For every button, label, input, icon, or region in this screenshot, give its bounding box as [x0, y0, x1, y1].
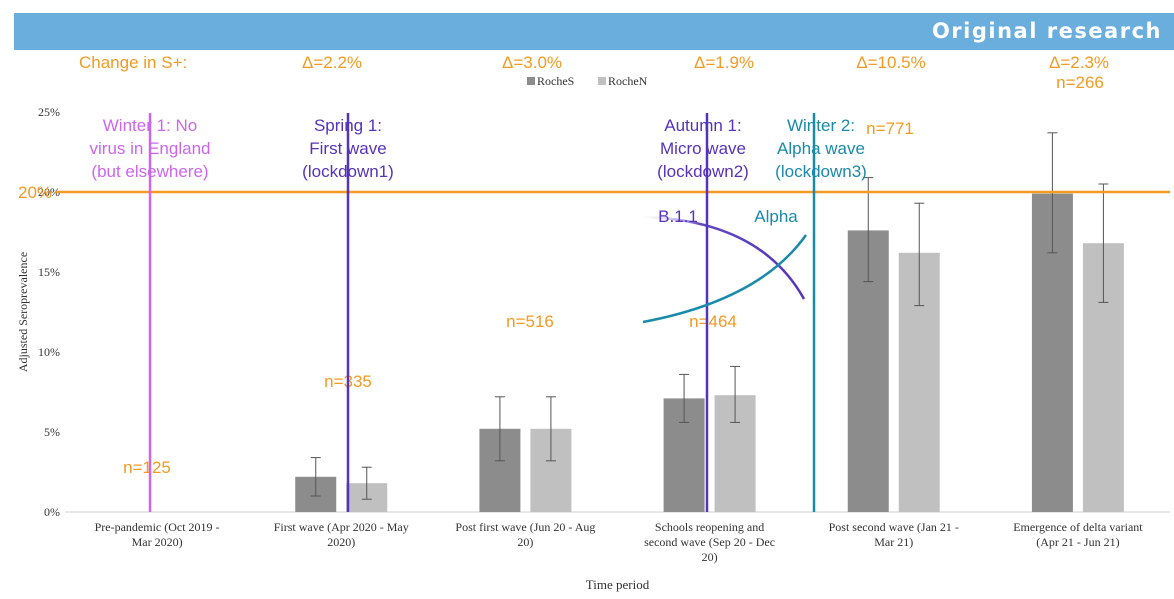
variant-curve-b11 — [642, 215, 806, 300]
legend-swatch-rochen — [598, 77, 606, 85]
period-annotation-text: Winter 1: No — [103, 116, 197, 135]
x-tick-label: Mar 21) — [874, 535, 913, 549]
sample-size-label: n=771 — [866, 119, 914, 138]
reference-line-label: 20% — [18, 183, 52, 202]
period-annotation-text: First wave — [309, 139, 386, 158]
x-tick-label: (Apr 21 - Jun 21) — [1036, 535, 1119, 549]
x-tick-label: Emergence of delta variant — [1013, 520, 1143, 534]
x-tick-label: Mar 2020) — [132, 535, 183, 549]
period-annotation-text: Spring 1: — [314, 116, 382, 135]
y-tick-label: 15% — [38, 265, 60, 279]
x-tick-label: First wave (Apr 2020 - May — [274, 520, 409, 534]
delta-label: Δ=1.9% — [694, 53, 754, 72]
period-annotation-text: Autumn 1: — [664, 116, 742, 135]
delta-label: Δ=3.0% — [502, 53, 562, 72]
sample-size-label: n=464 — [689, 312, 737, 331]
period-annotation-text: Micro wave — [660, 139, 746, 158]
period-annotation-text: (but elsewhere) — [91, 162, 208, 181]
x-tick-label: Post first wave (Jun 20 - Aug — [455, 520, 595, 534]
sample-size-label: n=125 — [123, 458, 171, 477]
period-annotation-text: Winter 2: — [787, 116, 855, 135]
period-annotation-text: (lockdown2) — [657, 162, 749, 181]
period-annotation-text: Alpha wave — [777, 139, 865, 158]
x-tick-label: 2020) — [327, 535, 355, 549]
delta-label: Δ=2.3% — [1049, 53, 1109, 72]
delta-label: Δ=10.5% — [856, 53, 926, 72]
x-tick-label: Pre-pandemic (Oct 2019 - — [95, 520, 220, 534]
period-annotation-text: virus in England — [90, 139, 211, 158]
y-tick-label: 5% — [44, 425, 60, 439]
legend-label-rochen: RocheN — [608, 74, 648, 88]
x-tick-label: second wave (Sep 20 - Dec — [644, 535, 775, 549]
x-tick-label: 20) — [702, 550, 718, 564]
y-tick-label: 20% — [38, 185, 60, 199]
delta-label: Δ=2.2% — [302, 53, 362, 72]
legend-label-roches: RocheS — [537, 74, 574, 88]
change-label: Change in S+: — [79, 53, 187, 72]
variant-curve-alpha — [642, 234, 808, 324]
sample-size-label: n=266 — [1056, 73, 1104, 92]
y-tick-label: 10% — [38, 345, 60, 359]
y-axis-title: Adjusted Seroprevalence — [16, 252, 30, 372]
period-annotation-text: (lockdown1) — [302, 162, 394, 181]
x-tick-label: Schools reopening and — [655, 520, 764, 534]
x-tick-label: Post second wave (Jan 21 - — [829, 520, 959, 534]
y-tick-label: 0% — [44, 505, 60, 519]
sample-size-label: n=516 — [506, 312, 554, 331]
x-tick-label: 20) — [517, 535, 533, 549]
variant-label-alpha: Alpha — [754, 207, 798, 226]
banner-label: Original research — [931, 19, 1162, 43]
header-banner: Original research — [14, 13, 1174, 50]
y-tick-label: 25% — [38, 105, 60, 119]
period-annotation-text: (lockdown3) — [775, 162, 867, 181]
variant-label-b11: B.1.1 — [658, 207, 698, 226]
x-axis-title: Time period — [586, 577, 650, 592]
legend-swatch-roches — [527, 77, 535, 85]
